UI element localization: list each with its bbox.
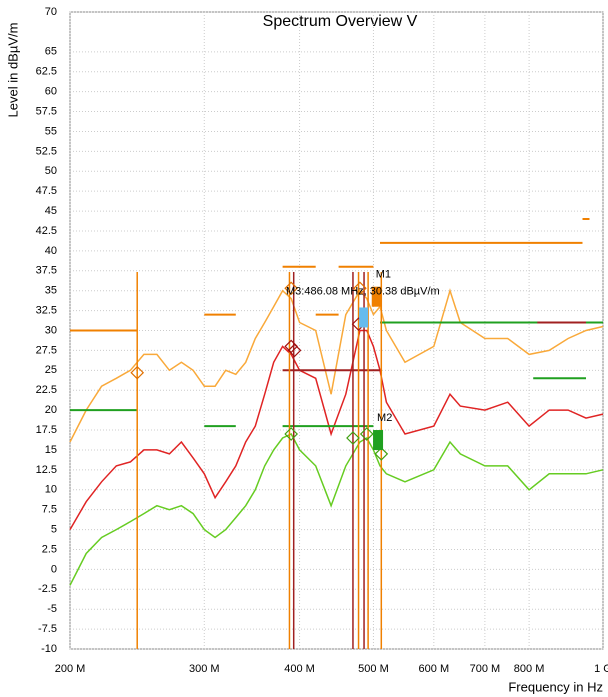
peak-diamond [287, 343, 302, 358]
peak-diamond [359, 427, 374, 441]
x-tick-label: 400 M [284, 663, 315, 675]
y-tick-label: 22.5 [36, 384, 57, 396]
y-tick-label: 2.5 [42, 543, 57, 555]
marker-label: M1 [376, 269, 391, 281]
y-tick-label: 52.5 [36, 145, 57, 157]
x-tick-label: 500 M [358, 663, 389, 675]
y-tick-label: 62.5 [36, 66, 57, 78]
peak-diamond [130, 365, 145, 380]
peak-diamond [353, 281, 367, 296]
marker-box [371, 286, 382, 307]
x-tick-label: 600 M [419, 663, 450, 675]
trace [69, 288, 604, 443]
y-tick-label: 37.5 [36, 265, 57, 277]
x-tick-label: 200 M [55, 663, 86, 675]
y-tick-label: 12.5 [36, 464, 57, 476]
marker-box [359, 307, 369, 328]
trace [69, 433, 604, 586]
peak-diamond [374, 447, 389, 461]
y-tick-label: 27.5 [36, 344, 57, 356]
y-tick-label: 50 [45, 165, 57, 177]
peak-diamond [346, 431, 360, 445]
annotation: M3:486.08 MHz, 30.38 dBµV/m [286, 285, 440, 297]
y-tick-label: -5 [47, 603, 57, 615]
y-tick-label: 65 [45, 46, 57, 58]
y-tick-label: 55 [45, 125, 57, 137]
y-tick-label: 10 [45, 484, 57, 496]
y-tick-label: 42.5 [36, 225, 57, 237]
chart-title: Spectrum Overview V [263, 13, 418, 30]
y-tick-label: 25 [45, 364, 57, 376]
y-tick-label: -10 [41, 643, 57, 655]
x-tick-label: 700 M [470, 663, 501, 675]
y-tick-label: 17.5 [36, 424, 57, 436]
y-tick-label: 7.5 [42, 504, 57, 516]
y-axis-title: Level in dBµV/m [5, 23, 20, 118]
y-tick-label: 32.5 [36, 305, 57, 317]
y-tick-label: 5 [51, 523, 57, 535]
x-tick-label: 800 M [514, 663, 545, 675]
y-tick-label: 47.5 [36, 185, 57, 197]
y-tick-label: 45 [45, 205, 57, 217]
peak-diamond [284, 427, 299, 441]
marker-label: M2 [377, 412, 392, 424]
peak-diamond [284, 281, 299, 296]
trace [69, 329, 604, 530]
y-tick-label: 60 [45, 86, 57, 98]
x-tick-label: 1 G [594, 663, 608, 675]
y-tick-label: 57.5 [36, 105, 57, 117]
y-tick-label: 30 [45, 324, 57, 336]
y-tick-label: 40 [45, 245, 57, 257]
y-tick-label: 0 [51, 563, 57, 575]
y-tick-label: 20 [45, 404, 57, 416]
x-axis-title: Frequency in Hz [508, 679, 603, 694]
x-tick-label: 300 M [189, 663, 220, 675]
y-tick-label: 35 [45, 285, 57, 297]
y-tick-label: 15 [45, 444, 57, 456]
y-tick-label: 70 [45, 6, 57, 18]
y-tick-label: -7.5 [38, 623, 57, 635]
y-tick-label: -2.5 [38, 583, 57, 595]
marker-box [373, 430, 384, 451]
